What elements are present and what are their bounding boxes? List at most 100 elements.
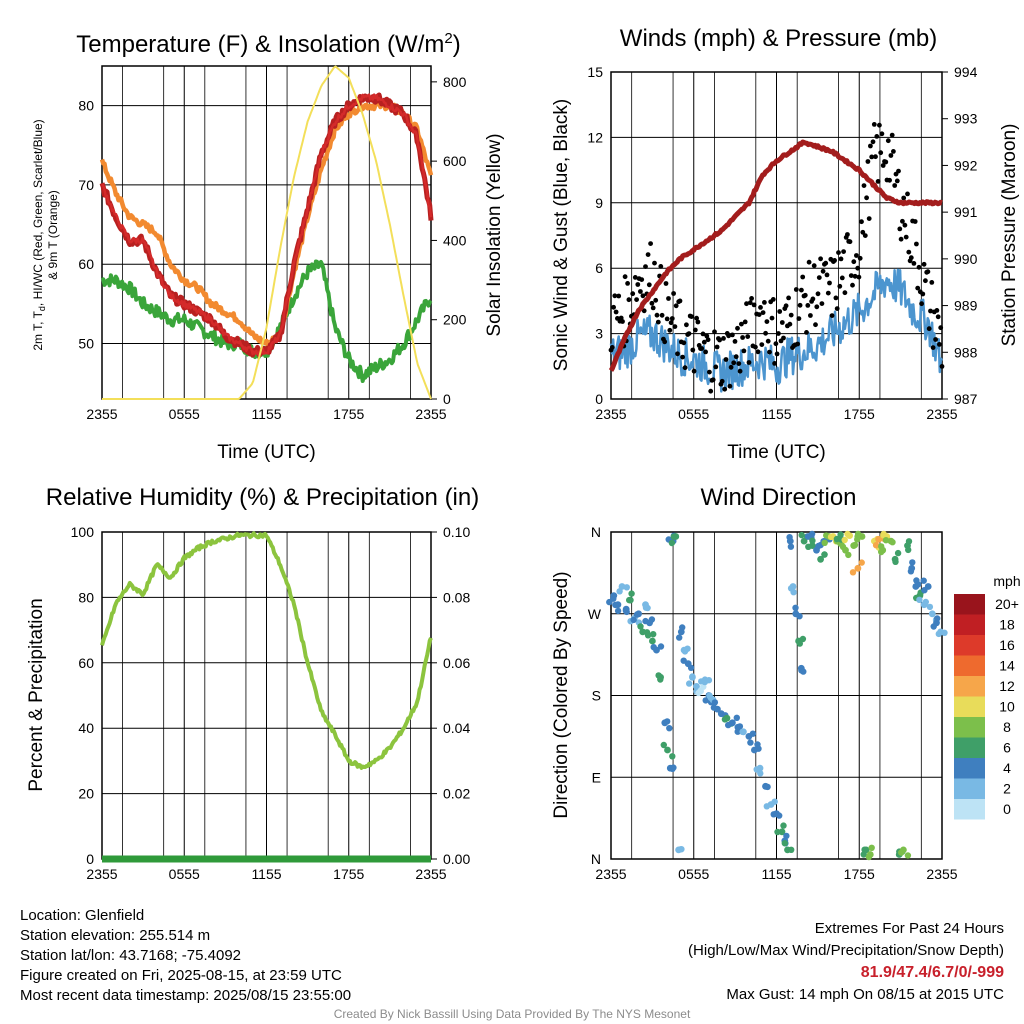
temp-y2tick-label: 400	[443, 232, 467, 248]
wind-direction-point	[612, 601, 619, 609]
gust-point	[646, 282, 652, 288]
gust-point	[650, 305, 656, 311]
humidity-precip-panel: Relative Humidity (%) & Precipitation (i…	[26, 484, 479, 882]
dir-ytick-label: W	[588, 606, 602, 622]
gust-point	[808, 313, 813, 318]
wind-direction-point	[907, 568, 915, 575]
wind-direction-point	[733, 714, 740, 721]
latlon-text: Station lat/lon: 43.7168; -75.4092	[20, 947, 242, 964]
gust-point	[930, 345, 936, 350]
wind-direction-point	[930, 623, 937, 630]
wind-xtick-label: 1155	[761, 406, 791, 422]
wind-ytick-label: 6	[595, 260, 603, 276]
gust-point	[609, 345, 615, 350]
gust-point	[612, 293, 618, 299]
gust-point	[746, 360, 752, 365]
wind-direction-point	[725, 721, 732, 729]
temp-xtick-label: 2355	[86, 406, 117, 422]
gust-point	[667, 327, 673, 333]
speed-legend-swatch	[954, 799, 985, 820]
gust-point	[733, 354, 739, 360]
wind-direction-point	[774, 828, 781, 836]
temperature-insolation-panel: Temperature (F) & Insolation (W/m2)2355 0…	[31, 30, 505, 463]
wind-direction-point	[815, 542, 822, 550]
gust-point	[741, 348, 747, 354]
wind-direction-point	[649, 637, 656, 645]
wind-direction-point	[882, 537, 890, 544]
rh-ytick-label: 100	[71, 524, 95, 540]
wind-direction-point	[687, 664, 695, 671]
temp-y2tick-label: 600	[443, 153, 467, 169]
gust-point	[939, 364, 945, 369]
gust-point	[834, 306, 840, 311]
wind-direction-point	[935, 630, 942, 638]
gust-point	[695, 319, 701, 325]
temp-xtick-label: 1755	[333, 406, 364, 422]
gust-point	[804, 330, 809, 335]
gust-point	[730, 332, 735, 338]
wind-direction-point	[623, 584, 630, 591]
wind-direction-point	[823, 532, 830, 539]
gust-point	[934, 308, 940, 313]
gust-point	[616, 293, 622, 299]
insolation-line	[102, 65, 432, 400]
wind-direction-point	[787, 585, 795, 592]
gust-point	[701, 339, 707, 345]
gust-point	[677, 298, 683, 304]
wind-direction-point	[841, 536, 848, 544]
gust-point	[672, 324, 678, 329]
wind-direction-point	[668, 539, 676, 547]
speed-legend-label: 2	[1003, 781, 1011, 797]
wind-y2tick-label: 988	[954, 344, 978, 360]
speed-legend-swatch	[954, 737, 985, 758]
gust-point	[806, 259, 812, 265]
gust-point	[691, 368, 697, 374]
wind-direction-point	[689, 673, 696, 680]
gust-point	[707, 369, 712, 375]
wind-xtick-label: 1755	[844, 406, 875, 422]
wind-direction-point	[872, 542, 880, 549]
wind-direction-point	[934, 615, 941, 622]
gust-point	[641, 308, 647, 314]
temp-ylabel: 2m T, Td, HI/WC (Red, Green, Scarlet/Blu…	[31, 119, 47, 350]
gust-point	[765, 338, 771, 344]
gust-point	[666, 296, 671, 301]
wind-direction-point	[787, 543, 795, 550]
gust-point	[891, 149, 896, 154]
wind-direction-point	[734, 728, 741, 735]
gust-point	[905, 191, 910, 197]
temp-ytick-label: 50	[78, 336, 94, 352]
gust-point	[745, 334, 751, 339]
gust-point	[912, 219, 918, 224]
gust-point	[841, 249, 846, 255]
gust-point	[638, 289, 643, 294]
wind-direction-point	[657, 643, 665, 650]
gust-point	[908, 255, 914, 261]
wind-direction-point	[666, 725, 673, 732]
wind-direction-point	[660, 741, 667, 749]
gust-point	[854, 253, 859, 258]
wind-direction-point	[922, 598, 929, 606]
gust-point	[781, 335, 786, 341]
wind-direction-point	[796, 613, 803, 620]
gust-point	[753, 344, 758, 350]
dir-chart-title: Wind Direction	[700, 484, 856, 511]
gust-point	[668, 320, 674, 326]
wind-direction-point	[781, 840, 788, 847]
gust-point	[625, 281, 630, 286]
wind-direction-point	[905, 546, 912, 554]
wind-direction-point	[764, 783, 771, 791]
temp-xtick-label: 2355	[415, 406, 446, 422]
gust-point	[622, 274, 628, 280]
speed-legend-label: 8	[1003, 719, 1011, 735]
gust-point	[797, 302, 803, 308]
gust-point	[819, 301, 825, 306]
speed-legend-swatch	[954, 635, 985, 656]
gust-point	[654, 312, 660, 318]
winds-pressure-panel: Winds (mph) & Pressure (mb) 2355 0555 1155 1…	[551, 25, 1020, 463]
rh-xtick-label: 2355	[86, 866, 117, 882]
gust-point	[664, 316, 670, 322]
gust-point	[820, 268, 826, 274]
temp-2m-line	[101, 93, 433, 356]
